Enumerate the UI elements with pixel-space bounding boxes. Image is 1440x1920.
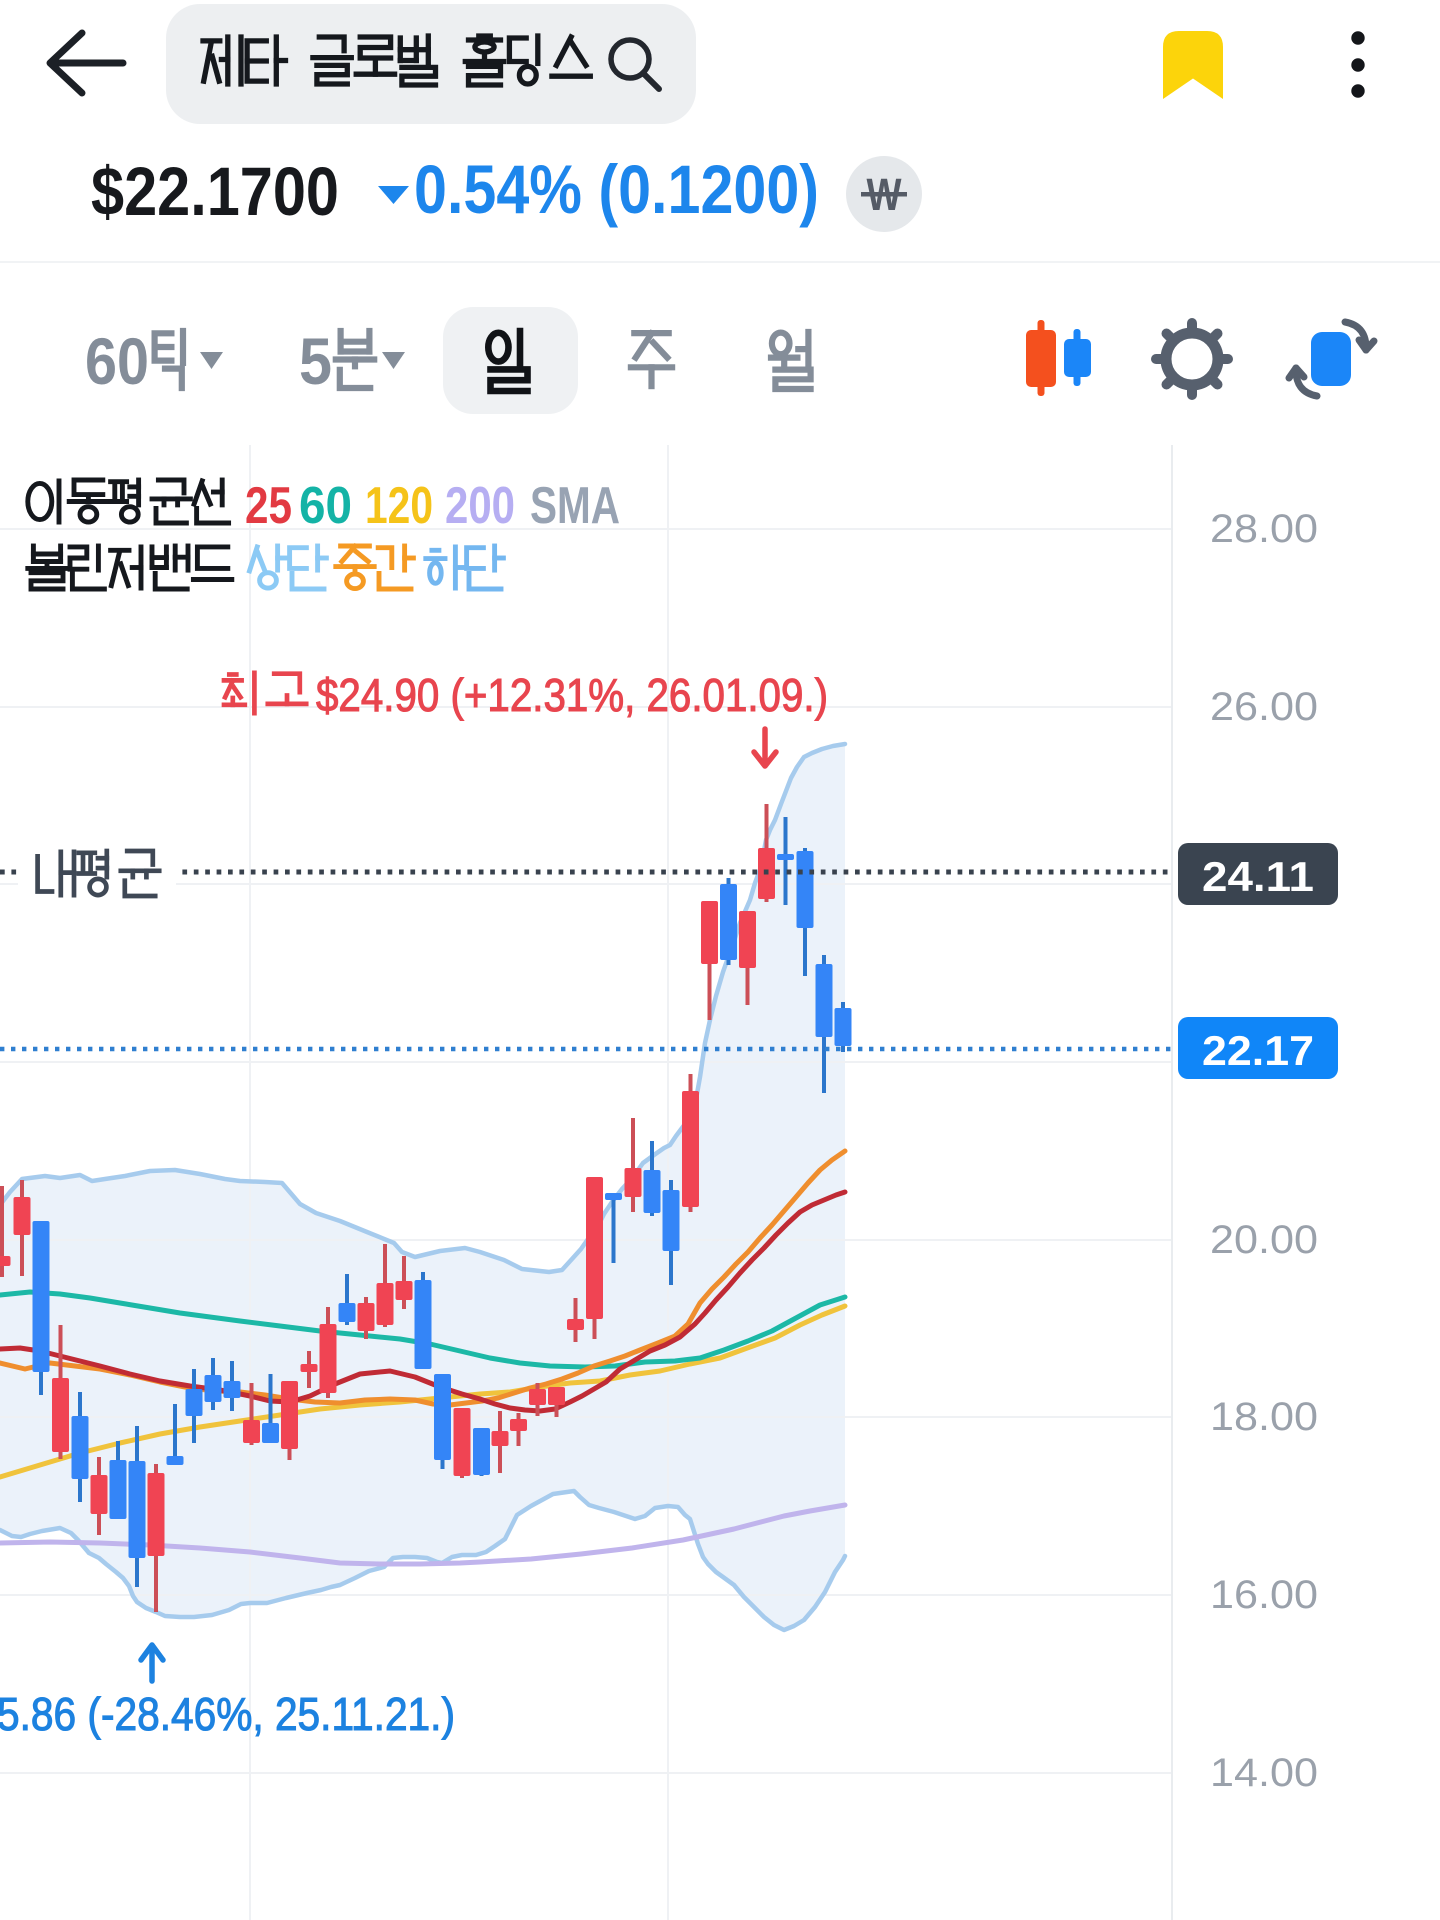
svg-text:24.11: 24.11 — [1202, 853, 1314, 900]
svg-text:25: 25 — [245, 477, 292, 535]
svg-text:$22.1700: $22.1700 — [91, 153, 339, 230]
svg-text:60: 60 — [299, 477, 352, 535]
svg-text:200: 200 — [445, 477, 515, 535]
svg-text:18.00: 18.00 — [1210, 1395, 1318, 1439]
svg-text:16.00: 16.00 — [1210, 1573, 1318, 1617]
svg-text:SMA: SMA — [530, 477, 620, 535]
svg-text:60: 60 — [85, 324, 149, 398]
svg-text:120: 120 — [365, 477, 433, 535]
svg-text:14.00: 14.00 — [1210, 1751, 1318, 1795]
svg-text:$24.90 (+12.31%, 26.01.09.): $24.90 (+12.31%, 26.01.09.) — [316, 669, 828, 721]
svg-text:20.00: 20.00 — [1210, 1218, 1318, 1262]
svg-text:26.00: 26.00 — [1210, 685, 1318, 729]
svg-text:5: 5 — [299, 324, 332, 398]
svg-text:22.17: 22.17 — [1202, 1027, 1314, 1074]
svg-text:5.86 (-28.46%, 25.11.21.): 5.86 (-28.46%, 25.11.21.) — [0, 1688, 455, 1740]
svg-text:28.00: 28.00 — [1210, 507, 1318, 551]
svg-text:0.54% (0.1200): 0.54% (0.1200) — [414, 151, 819, 228]
